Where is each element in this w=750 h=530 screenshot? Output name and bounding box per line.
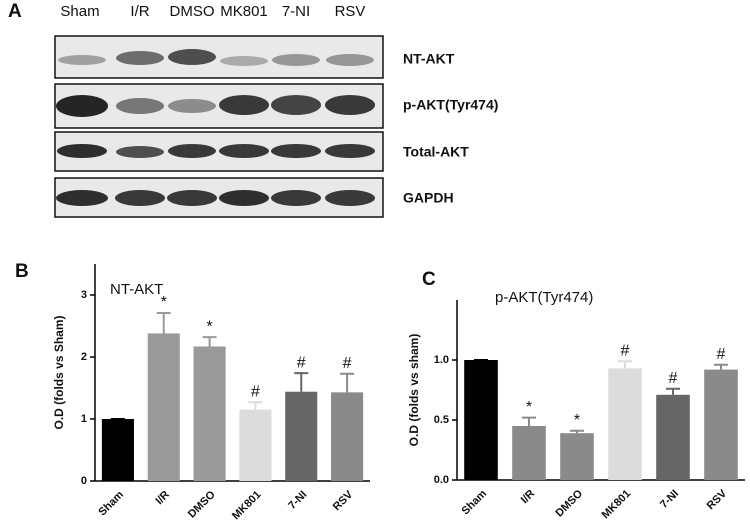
x-tick-label: Sham: [96, 489, 126, 519]
panel-label: A: [8, 1, 22, 22]
band: [56, 190, 108, 206]
bar: [331, 392, 364, 481]
band: [115, 190, 165, 206]
lane-label: 7-NI: [282, 3, 310, 20]
band: [56, 95, 108, 117]
x-tick-label: 7-NI: [658, 488, 681, 511]
lane-label: I/R: [130, 3, 149, 20]
band: [116, 51, 164, 65]
panel-label: C: [422, 269, 436, 290]
y-tick-label: 0.5: [434, 414, 449, 426]
band: [220, 56, 268, 66]
band: [325, 190, 375, 206]
band: [219, 144, 269, 158]
x-tick-label: DMSO: [186, 488, 218, 520]
band: [168, 144, 216, 158]
error-bar: [340, 372, 355, 393]
significance-mark: *: [206, 318, 212, 335]
lane-label: Sham: [60, 3, 99, 20]
lane-label: MK801: [220, 3, 268, 20]
lane-label: RSV: [335, 3, 366, 20]
bar: [512, 426, 546, 480]
band: [168, 99, 216, 113]
significance-mark: *: [526, 399, 532, 416]
panel-a: A Sham I/R DMSO MK801 7-NI RSV NT-AKT p-…: [8, 1, 498, 218]
band: [272, 54, 320, 66]
row-label: GAPDH: [403, 190, 454, 206]
bar: [608, 368, 642, 480]
blot-strip: [54, 35, 384, 79]
error-bar: [248, 401, 263, 410]
x-tick-label: 7-NI: [286, 489, 309, 512]
bar: [704, 369, 738, 480]
band: [325, 95, 375, 115]
significance-mark: #: [669, 370, 678, 387]
row-label: p-AKT(Tyr474): [403, 97, 498, 113]
y-tick-label: 1.0: [434, 354, 449, 366]
significance-mark: #: [297, 354, 306, 371]
y-tick-label: 0.0: [434, 474, 449, 486]
x-tick-label: RSV: [331, 488, 356, 513]
x-tick-label: Sham: [459, 488, 489, 518]
bar: [239, 409, 272, 481]
band: [219, 190, 269, 206]
lane-label: DMSO: [170, 3, 215, 20]
band: [271, 144, 321, 158]
significance-mark: #: [251, 383, 260, 400]
significance-mark: *: [574, 412, 580, 429]
band: [167, 190, 217, 206]
band: [326, 54, 374, 66]
error-bar: [570, 429, 584, 434]
y-tick-label: 3: [81, 289, 87, 301]
error-bar: [666, 387, 680, 395]
significance-mark: #: [621, 342, 630, 359]
chart-title: p-AKT(Tyr474): [495, 289, 593, 306]
row-label: NT-AKT: [403, 51, 455, 67]
error-bar: [156, 311, 171, 334]
x-tick-label: MK801: [230, 489, 264, 523]
band: [219, 95, 269, 115]
y-axis-label: O.D (folds vs sham): [407, 334, 421, 447]
band: [57, 144, 107, 158]
error-bar: [714, 363, 728, 370]
band: [58, 55, 106, 65]
band: [271, 190, 321, 206]
error-bar: [202, 336, 217, 347]
x-tick-label: MK801: [600, 488, 634, 522]
y-tick-label: 2: [81, 351, 87, 363]
band: [116, 146, 164, 158]
band: [168, 49, 216, 65]
significance-mark: #: [343, 355, 352, 372]
y-tick-label: 1: [81, 413, 87, 425]
y-axis-label: O.D (folds vs Sham): [52, 315, 66, 429]
bar: [560, 433, 594, 480]
error-bar: [618, 360, 632, 369]
panel-label: B: [15, 261, 29, 282]
x-tick-label: I/R: [153, 489, 171, 507]
x-tick-label: I/R: [519, 488, 537, 506]
x-tick-label: DMSO: [553, 487, 585, 519]
bar: [101, 419, 134, 481]
chart-title: NT-AKT: [110, 281, 163, 298]
band: [116, 98, 164, 114]
x-tick-label: RSV: [705, 487, 730, 512]
error-bar: [294, 372, 309, 392]
error-bar: [522, 416, 536, 426]
bar: [147, 333, 180, 481]
bar: [285, 391, 318, 481]
y-tick-label: 0: [81, 475, 87, 487]
row-label: Total-AKT: [403, 144, 469, 160]
significance-mark: *: [161, 294, 167, 311]
significance-mark: #: [717, 346, 726, 363]
bar: [656, 394, 690, 480]
band: [271, 95, 321, 115]
bar: [464, 360, 498, 480]
bar: [193, 346, 226, 481]
band: [325, 144, 375, 158]
